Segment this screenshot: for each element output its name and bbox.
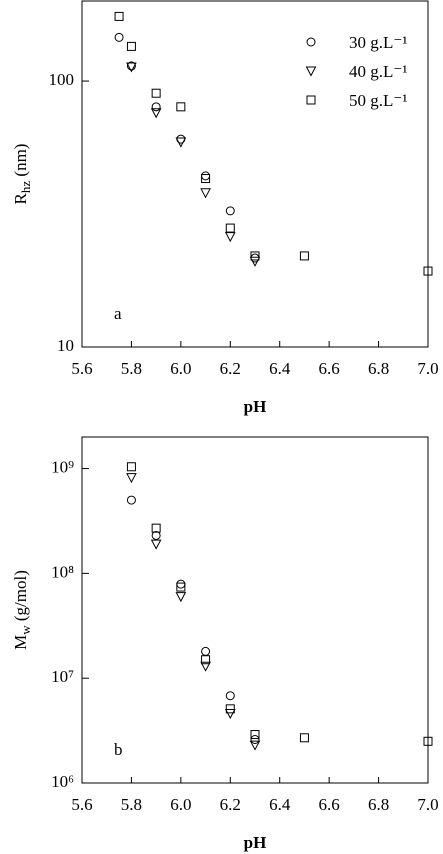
plot-frame bbox=[81, 436, 429, 784]
x-tick-label: 5.6 bbox=[71, 359, 92, 378]
marker-circle bbox=[201, 646, 211, 656]
y-axis-label: Rhz (nm) bbox=[11, 144, 33, 205]
marker-triangle bbox=[175, 592, 187, 603]
plot-frame bbox=[81, 0, 429, 348]
marker-square bbox=[176, 102, 186, 112]
marker-triangle bbox=[249, 740, 261, 751]
x-axis-label: pH bbox=[244, 397, 267, 416]
y-tick-label: 10⁸ bbox=[51, 562, 74, 581]
x-tick-label: 6.2 bbox=[220, 795, 241, 814]
y-axis-label-part: w bbox=[18, 625, 33, 635]
marker-square bbox=[423, 736, 433, 746]
marker-square bbox=[126, 462, 136, 472]
y-tick-label: 10⁹ bbox=[51, 457, 74, 476]
marker-triangle bbox=[224, 232, 236, 243]
legend-label: 30 g.L⁻¹ bbox=[349, 33, 407, 52]
x-axis-label: pH bbox=[244, 833, 267, 852]
x-tick-label: 6.4 bbox=[269, 795, 291, 814]
x-tick-label: 6.8 bbox=[368, 795, 389, 814]
marker-triangle bbox=[224, 709, 236, 720]
marker-square bbox=[126, 41, 136, 51]
marker-triangle bbox=[150, 539, 162, 550]
marker-triangle bbox=[200, 661, 211, 672]
marker-triangle bbox=[175, 137, 187, 148]
marker-square bbox=[423, 266, 433, 276]
marker-square bbox=[114, 11, 124, 21]
marker-circle bbox=[176, 579, 186, 589]
marker-circle bbox=[225, 691, 235, 701]
marker-square bbox=[201, 174, 211, 184]
y-tick-label: 10 bbox=[57, 336, 74, 355]
y-axis-label-part: hz bbox=[18, 181, 33, 194]
marker-triangle bbox=[126, 62, 137, 73]
marker-circle bbox=[201, 171, 211, 181]
x-tick-label: 6.8 bbox=[368, 359, 389, 378]
marker-square bbox=[306, 95, 316, 105]
marker-square bbox=[201, 655, 211, 665]
x-tick-label: 5.6 bbox=[71, 795, 92, 814]
marker-triangle bbox=[249, 256, 261, 267]
marker-square bbox=[250, 251, 260, 261]
x-tick-label: 7.0 bbox=[417, 795, 438, 814]
marker-circle bbox=[151, 102, 161, 112]
marker-circle bbox=[250, 735, 260, 745]
marker-triangle bbox=[305, 66, 317, 77]
marker-square bbox=[299, 251, 309, 261]
marker-circle bbox=[306, 37, 316, 47]
y-axis-label-part: R bbox=[11, 192, 30, 204]
marker-triangle bbox=[126, 473, 137, 484]
marker-circle bbox=[151, 530, 161, 540]
y-tick-label: 10⁷ bbox=[51, 667, 74, 686]
marker-circle bbox=[126, 495, 136, 505]
legend-label: 40 g.L⁻¹ bbox=[349, 62, 407, 81]
marker-circle bbox=[225, 206, 235, 216]
marker-square bbox=[225, 704, 235, 714]
panel-annotation: a bbox=[114, 304, 122, 323]
x-tick-label: 6.4 bbox=[269, 359, 291, 378]
x-tick-label: 7.0 bbox=[417, 359, 438, 378]
marker-square bbox=[151, 523, 161, 533]
marker-square bbox=[250, 730, 260, 740]
marker-square bbox=[225, 223, 235, 233]
x-tick-label: 6.0 bbox=[170, 795, 191, 814]
y-axis-label-part: M bbox=[11, 635, 30, 650]
marker-circle bbox=[114, 32, 124, 42]
y-axis-label-part: (nm) bbox=[11, 144, 30, 181]
x-tick-label: 6.2 bbox=[220, 359, 241, 378]
legend-label: 50 g.L⁻¹ bbox=[349, 91, 407, 110]
x-tick-label: 6.6 bbox=[319, 359, 340, 378]
marker-square bbox=[299, 733, 309, 743]
marker-triangle bbox=[150, 108, 162, 119]
y-axis-label: Mw (g/mol) bbox=[11, 570, 33, 650]
marker-circle bbox=[126, 61, 136, 71]
y-tick-label: 10⁶ bbox=[51, 772, 74, 791]
x-tick-label: 5.8 bbox=[121, 359, 142, 378]
x-tick-label: 6.0 bbox=[170, 359, 191, 378]
panel-annotation: b bbox=[114, 740, 123, 759]
x-tick-label: 6.6 bbox=[319, 795, 340, 814]
marker-square bbox=[176, 582, 186, 592]
marker-square bbox=[151, 88, 161, 98]
y-axis-label-part: (g/mol) bbox=[11, 570, 30, 625]
marker-triangle bbox=[200, 188, 211, 199]
x-tick-label: 5.8 bbox=[121, 795, 142, 814]
y-tick-label: 100 bbox=[49, 70, 75, 89]
